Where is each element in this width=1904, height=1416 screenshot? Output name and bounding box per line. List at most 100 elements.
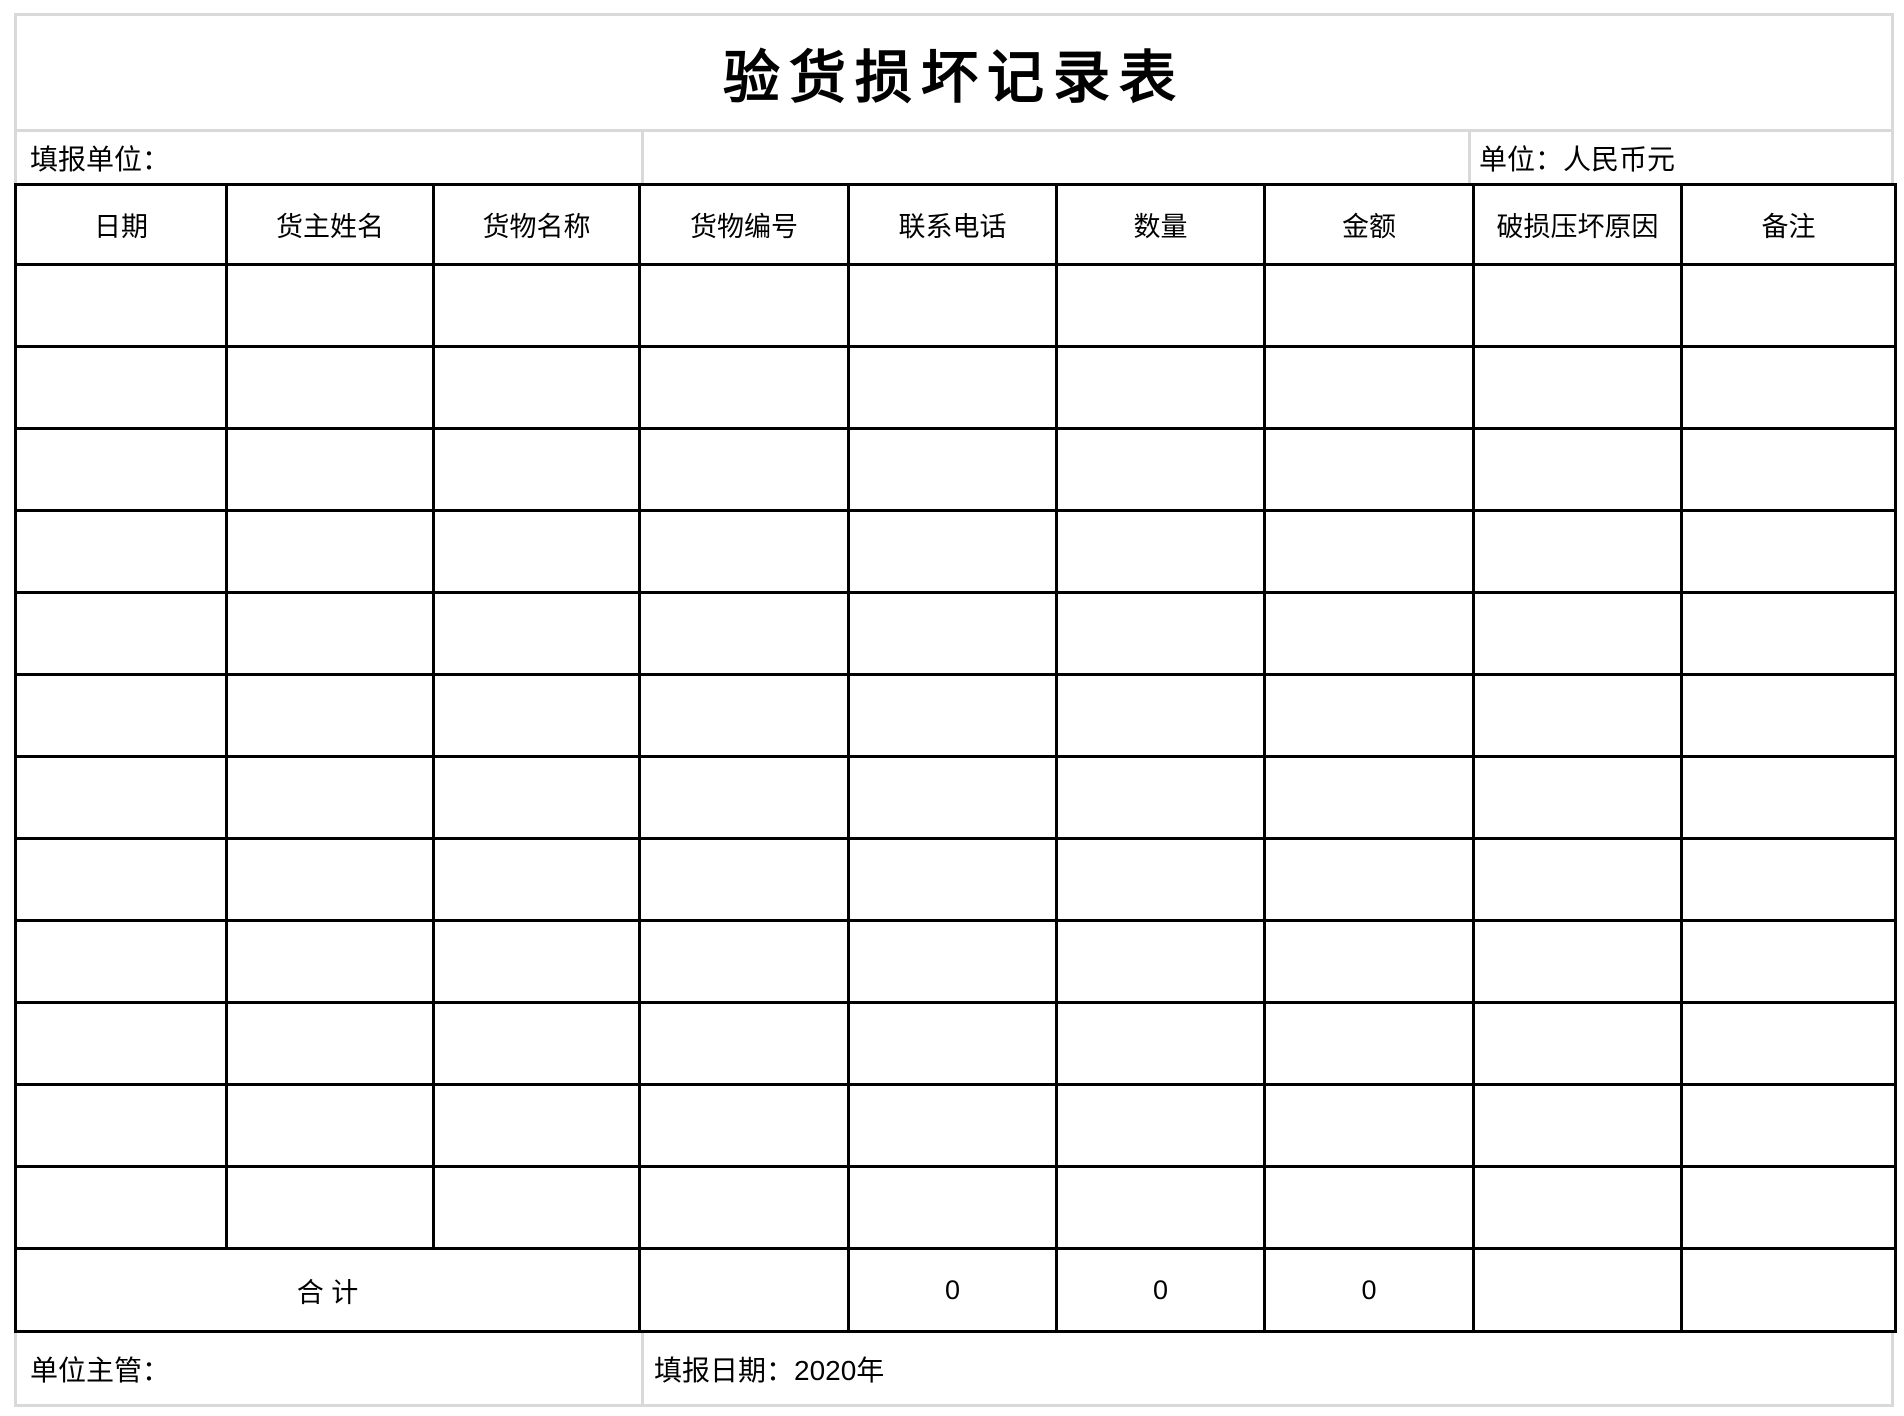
page-title: 验货损坏记录表 — [723, 45, 1185, 110]
empty-record-row — [14, 837, 1897, 922]
record-cell-remarks — [1680, 263, 1897, 348]
record-cell-remarks — [1680, 345, 1897, 430]
record-cell-owner-name — [225, 673, 435, 758]
record-cell-quantity — [1055, 1001, 1266, 1086]
record-cell-date — [14, 263, 228, 348]
empty-record-row — [14, 919, 1897, 1004]
total-row: 合 计 0 0 0 — [14, 1247, 1897, 1333]
record-cell-goods-number — [638, 837, 850, 922]
record-cell-date — [14, 837, 228, 922]
table-header-row: 日期 货主姓名 货物名称 货物编号 联系电话 数量 金额 破损压坏原因 备注 — [14, 183, 1897, 266]
record-cell-damage-reason — [1472, 509, 1683, 594]
record-cell-owner-name — [225, 345, 435, 430]
record-cell-quantity — [1055, 673, 1266, 758]
record-cell-goods-name — [432, 837, 641, 922]
record-cell-remarks — [1680, 509, 1897, 594]
total-phone-cell: 0 — [847, 1247, 1058, 1333]
record-cell-remarks — [1680, 1083, 1897, 1168]
record-cell-quantity — [1055, 837, 1266, 922]
record-cell-damage-reason — [1472, 673, 1683, 758]
col-header-date: 日期 — [14, 183, 228, 266]
record-cell-phone — [847, 427, 1058, 512]
record-cell-goods-name — [432, 673, 641, 758]
total-label-cell: 合 计 — [14, 1247, 641, 1333]
record-cell-date — [14, 919, 228, 1004]
empty-record-row — [14, 755, 1897, 840]
col-header-damage-reason: 破损压坏原因 — [1472, 183, 1683, 266]
record-cell-phone — [847, 509, 1058, 594]
col-header-phone: 联系电话 — [847, 183, 1058, 266]
record-cell-date — [14, 1001, 228, 1086]
record-cell-damage-reason — [1472, 919, 1683, 1004]
record-cell-amount — [1263, 345, 1475, 430]
record-cell-damage-reason — [1472, 755, 1683, 840]
total-damage-reason-cell — [1472, 1247, 1683, 1333]
record-rows — [14, 263, 1897, 1250]
record-cell-remarks — [1680, 1001, 1897, 1086]
damage-record-sheet: 验货损坏记录表 填报单位： 单位：人民币元 日期 货主姓名 货物名称 货物编号 … — [14, 13, 1897, 1407]
record-cell-goods-name — [432, 509, 641, 594]
record-cell-goods-number — [638, 509, 850, 594]
record-cell-goods-number — [638, 1165, 850, 1250]
record-cell-remarks — [1680, 755, 1897, 840]
report-date-label: 填报日期：2020年 — [641, 1333, 1891, 1404]
record-cell-goods-number — [638, 345, 850, 430]
record-cell-goods-name — [432, 1083, 641, 1168]
record-cell-phone — [847, 263, 1058, 348]
record-cell-quantity — [1055, 1083, 1266, 1168]
record-cell-goods-name — [432, 263, 641, 348]
record-cell-owner-name — [225, 919, 435, 1004]
info-bar-spacer — [641, 132, 1468, 183]
record-cell-goods-number — [638, 755, 850, 840]
record-cell-amount — [1263, 919, 1475, 1004]
record-cell-phone — [847, 919, 1058, 1004]
empty-record-row — [14, 1083, 1897, 1168]
empty-record-row — [14, 509, 1897, 594]
record-cell-date — [14, 591, 228, 676]
record-cell-damage-reason — [1472, 345, 1683, 430]
record-cell-damage-reason — [1472, 591, 1683, 676]
record-cell-damage-reason — [1472, 1083, 1683, 1168]
record-cell-goods-name — [432, 1001, 641, 1086]
record-cell-goods-number — [638, 673, 850, 758]
record-cell-amount — [1263, 1083, 1475, 1168]
record-cell-goods-name — [432, 1165, 641, 1250]
empty-record-row — [14, 673, 1897, 758]
record-cell-date — [14, 427, 228, 512]
info-bar: 填报单位： 单位：人民币元 — [14, 129, 1894, 183]
col-header-goods-number: 货物编号 — [638, 183, 850, 266]
reporting-unit-label: 填报单位： — [30, 143, 171, 175]
col-header-quantity: 数量 — [1055, 183, 1266, 266]
record-cell-amount — [1263, 1165, 1475, 1250]
record-cell-goods-number — [638, 591, 850, 676]
record-cell-owner-name — [225, 263, 435, 348]
record-cell-goods-number — [638, 1083, 850, 1168]
record-cell-quantity — [1055, 755, 1266, 840]
record-cell-date — [14, 1083, 228, 1168]
empty-record-row — [14, 427, 1897, 512]
record-cell-goods-name — [432, 591, 641, 676]
record-cell-goods-name — [432, 345, 641, 430]
record-cell-quantity — [1055, 263, 1266, 348]
record-cell-phone — [847, 345, 1058, 430]
record-cell-goods-name — [432, 919, 641, 1004]
col-header-amount: 金额 — [1263, 183, 1475, 266]
record-cell-owner-name — [225, 1001, 435, 1086]
record-cell-phone — [847, 673, 1058, 758]
empty-record-row — [14, 591, 1897, 676]
record-cell-damage-reason — [1472, 1165, 1683, 1250]
supervisor-label: 单位主管： — [30, 1354, 171, 1386]
record-cell-phone — [847, 837, 1058, 922]
record-cell-amount — [1263, 837, 1475, 922]
record-cell-damage-reason — [1472, 837, 1683, 922]
record-cell-owner-name — [225, 509, 435, 594]
record-cell-goods-name — [432, 755, 641, 840]
title-block: 验货损坏记录表 — [14, 13, 1894, 129]
total-quantity-cell: 0 — [1055, 1247, 1266, 1333]
col-header-remarks: 备注 — [1680, 183, 1897, 266]
total-amount-cell: 0 — [1263, 1247, 1475, 1333]
record-cell-phone — [847, 755, 1058, 840]
record-cell-damage-reason — [1472, 1001, 1683, 1086]
record-cell-damage-reason — [1472, 263, 1683, 348]
damage-record-table: 日期 货主姓名 货物名称 货物编号 联系电话 数量 金额 破损压坏原因 备注 — [14, 183, 1897, 1333]
